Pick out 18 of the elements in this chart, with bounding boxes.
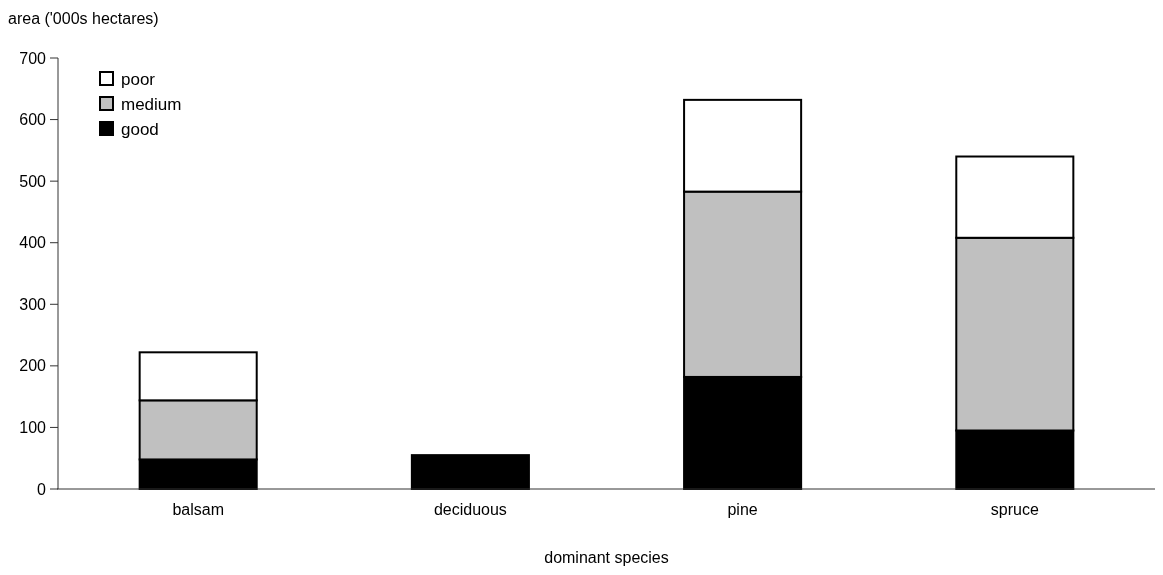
x-tick-label: balsam — [172, 501, 224, 518]
y-tick-label: 200 — [19, 357, 47, 375]
x-tick-label: pine — [727, 501, 758, 518]
y-axis-title: area ('000s hectares) — [8, 10, 159, 27]
x-tick-label: deciduous — [433, 501, 507, 518]
y-tick-label: 700 — [19, 49, 47, 67]
y-tick-label: 100 — [19, 419, 47, 437]
y-tick-label: 500 — [19, 172, 47, 190]
legend-label: good — [121, 119, 159, 139]
legend-label: medium — [121, 94, 182, 114]
x-axis-title: dominant species — [544, 549, 669, 566]
y-tick-label: 400 — [19, 234, 47, 252]
y-tick-label: 300 — [19, 295, 47, 313]
bar — [410, 454, 530, 490]
y-tick-label: 600 — [19, 111, 47, 129]
legend-label: poor — [121, 69, 156, 89]
x-tick-label: spruce — [990, 501, 1039, 518]
y-tick-label: 0 — [37, 480, 47, 498]
